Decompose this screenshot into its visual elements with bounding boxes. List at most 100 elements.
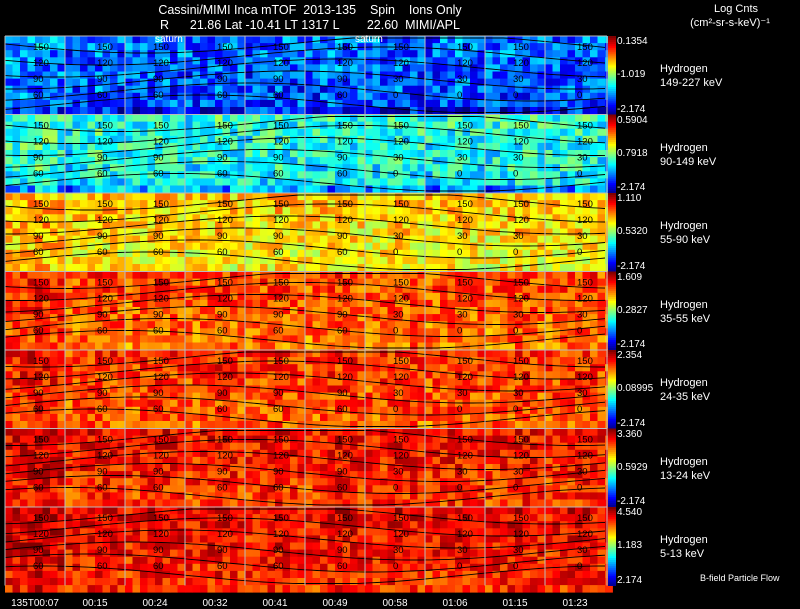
spectrogram-cell xyxy=(192,278,201,287)
spectrogram-cell xyxy=(597,157,606,165)
spectrogram-cell xyxy=(80,128,88,137)
spectrogram-cell xyxy=(492,107,501,115)
spectrogram-cell xyxy=(320,221,328,229)
spectrogram-cell xyxy=(522,150,531,158)
contour-label: 60 xyxy=(153,326,164,337)
spectrogram-cell xyxy=(65,185,73,193)
spectrogram-cell xyxy=(492,193,501,201)
spectrogram-cell xyxy=(252,64,261,72)
spectrogram-cell xyxy=(132,350,141,358)
spectrogram-cell xyxy=(425,71,433,79)
spectrogram-cell xyxy=(350,371,358,379)
spectrogram-cell xyxy=(125,200,133,208)
spectrogram-cell xyxy=(560,150,568,158)
spectrogram-cell xyxy=(155,342,163,350)
colorbar-segment xyxy=(608,198,616,202)
spectrogram-cell xyxy=(372,150,381,158)
spectrogram-cell xyxy=(42,142,51,151)
spectrogram-cell xyxy=(530,228,538,236)
spectrogram-cell xyxy=(387,228,396,236)
spectrogram-cell xyxy=(170,78,178,87)
spectrogram-cell xyxy=(552,78,561,87)
spectrogram-cell xyxy=(387,278,396,287)
spectrogram-cell xyxy=(110,285,118,294)
spectrogram-cell xyxy=(267,314,276,322)
spectrogram-cell xyxy=(335,399,343,408)
spectrogram-cell xyxy=(245,299,253,308)
spectrogram-cell xyxy=(102,57,111,65)
spectrogram-cell xyxy=(290,142,298,151)
spectrogram-cell xyxy=(462,157,471,165)
spectrogram-cell xyxy=(222,150,231,158)
spectrogram-cell xyxy=(162,157,171,165)
spectrogram-cell xyxy=(125,385,133,393)
spectrogram-cell xyxy=(27,378,36,386)
spectrogram-cell xyxy=(117,99,126,108)
spectrogram-cell xyxy=(20,364,28,372)
spectrogram-cell xyxy=(42,264,51,272)
spectrogram-cell xyxy=(402,335,411,343)
spectrogram-cell xyxy=(162,193,171,201)
spectrogram-cell xyxy=(42,57,51,65)
spectrogram-cell xyxy=(215,357,223,365)
spectrogram-cell xyxy=(530,256,538,265)
spectrogram-cell xyxy=(387,406,396,415)
spectrogram-cell xyxy=(597,85,606,94)
spectrogram-cell xyxy=(192,421,201,429)
spectrogram-cell xyxy=(95,314,103,322)
spectrogram-cell xyxy=(477,271,486,279)
spectrogram-cell xyxy=(470,164,478,172)
spectrogram-cell xyxy=(162,221,171,229)
spectrogram-cell xyxy=(597,50,606,58)
spectrogram-cell xyxy=(432,342,441,350)
spectrogram-cell xyxy=(432,135,441,144)
spectrogram-cell xyxy=(485,128,493,137)
spectrogram-cell xyxy=(65,421,73,429)
spectrogram-cell xyxy=(132,193,141,201)
spectrogram-cell xyxy=(462,85,471,94)
spectrogram-cell xyxy=(365,193,373,201)
spectrogram-cell xyxy=(95,128,103,137)
spectrogram-cell xyxy=(27,71,36,79)
spectrogram-cell xyxy=(395,242,403,251)
spectrogram-cell xyxy=(95,371,103,379)
spectrogram-cell xyxy=(522,64,531,72)
spectrogram-cell xyxy=(215,99,223,108)
spectrogram-cell xyxy=(440,135,448,144)
spectrogram-cell xyxy=(260,399,268,408)
spectrogram-cell xyxy=(132,299,141,308)
spectrogram-cell xyxy=(95,92,103,101)
spectrogram-cell xyxy=(305,99,313,108)
spectrogram-cell xyxy=(395,142,403,151)
spectrogram-cell xyxy=(485,207,493,215)
spectrogram-cell xyxy=(117,314,126,322)
spectrogram-cell xyxy=(27,200,36,208)
spectrogram-cell xyxy=(372,399,381,408)
contour-label: 60 xyxy=(273,169,284,180)
spectrogram-cell xyxy=(537,135,546,144)
spectrogram-cell xyxy=(12,207,21,215)
spectrogram-cell xyxy=(87,256,96,265)
spectrogram-cell xyxy=(290,406,298,415)
spectrogram-cell xyxy=(350,99,358,108)
spectrogram-cell xyxy=(260,392,268,401)
spectrogram-cell xyxy=(170,385,178,393)
colorbar-segment xyxy=(608,83,616,86)
spectrogram-cell xyxy=(552,99,561,108)
spectrogram-cell xyxy=(260,114,268,122)
spectrogram-cell xyxy=(72,92,81,101)
spectrogram-cell xyxy=(410,193,418,201)
spectrogram-cell xyxy=(552,50,561,58)
spectrogram-cell xyxy=(350,249,358,258)
spectrogram-cell xyxy=(27,99,36,108)
spectrogram-cell xyxy=(95,36,103,44)
spectrogram-cell xyxy=(432,36,441,44)
spectrogram-cell xyxy=(200,114,208,122)
spectrogram-cell xyxy=(342,178,351,186)
spectrogram-cell xyxy=(470,235,478,244)
spectrogram-cell xyxy=(95,421,103,429)
spectrogram-cell xyxy=(80,335,88,343)
contour-label: 150 xyxy=(33,278,49,289)
spectrogram-cell xyxy=(80,385,88,393)
spectrogram-cell xyxy=(575,150,583,158)
